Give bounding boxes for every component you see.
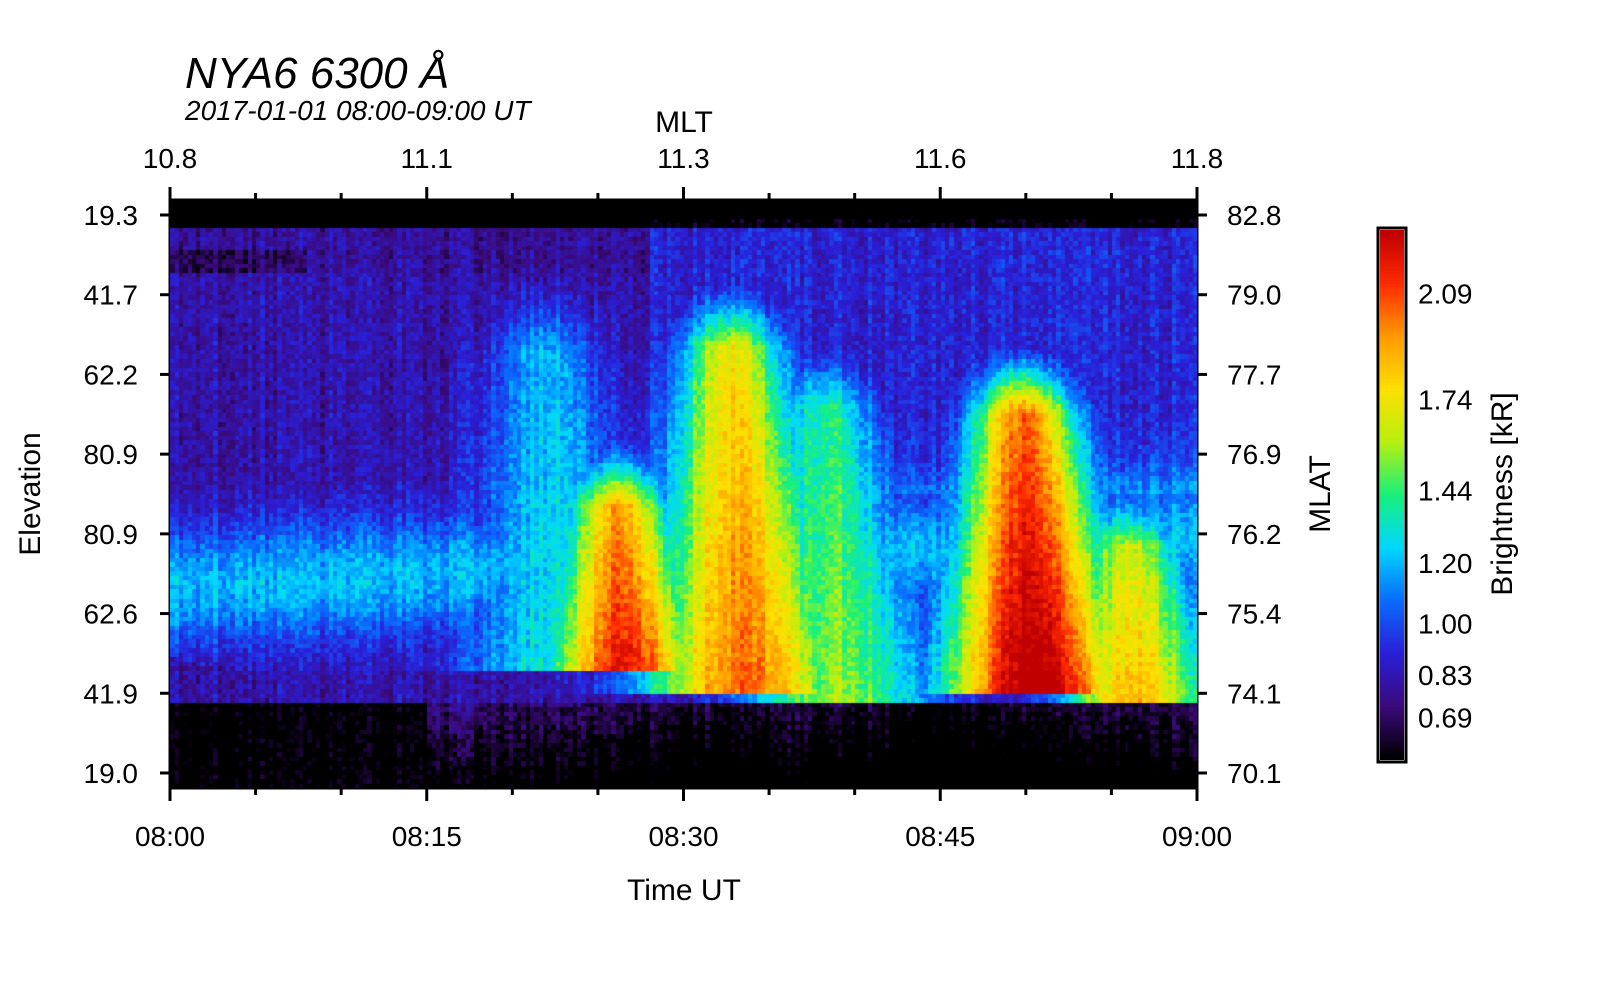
x-tick-label: 09:00: [1162, 821, 1232, 852]
top-tick-label: 11.1: [401, 143, 453, 174]
y-left-tick-label: 80.9: [84, 439, 139, 470]
colorbar-tick-label: 2.09: [1418, 279, 1473, 310]
colorbar-frame: [1376, 226, 1408, 764]
colorbar-tick-label: 0.83: [1418, 660, 1473, 691]
colorbar-tick-label: 1.20: [1418, 548, 1473, 579]
y-right-tick-label: 77.7: [1227, 359, 1282, 390]
colorbar-tick-label: 1.00: [1418, 609, 1473, 640]
y-left-tick-label: 80.9: [84, 519, 139, 550]
y-left-tick-label: 19.3: [84, 200, 139, 231]
x-tick-label: 08:30: [648, 821, 718, 852]
x-tick-label: 08:15: [392, 821, 462, 852]
y-right-tick-label: 76.2: [1227, 519, 1282, 550]
y-right-tick-label: 76.9: [1227, 439, 1282, 470]
y-right-tick-label: 79.0: [1227, 280, 1282, 311]
y-right-tick-label: 70.1: [1227, 758, 1282, 789]
top-tick-label: 11.3: [657, 143, 709, 174]
top-tick-label: 10.8: [143, 143, 198, 174]
y-left-tick-label: 41.9: [84, 678, 139, 709]
colorbar-tick-label: 1.44: [1418, 475, 1473, 506]
colorbar-tick-label: 0.69: [1418, 703, 1473, 734]
y-left-tick-label: 41.7: [84, 280, 139, 311]
colorbar-gradient: [1380, 230, 1404, 760]
top-tick-label: 11.8: [1171, 143, 1223, 174]
y-right-tick-label: 82.8: [1227, 200, 1282, 231]
chart-subtitle: 2017-01-01 08:00-09:00 UT: [184, 95, 532, 126]
heatmap-image: [170, 200, 1197, 788]
y-left-tick-label: 62.6: [84, 599, 139, 630]
colorbar-label: Brightness [kR]: [1486, 392, 1519, 595]
top-tick-label: 11.6: [914, 143, 966, 174]
right-axis-label: MLAT: [1304, 455, 1337, 533]
colorbar-tick-label: 1.74: [1418, 385, 1473, 416]
y-right-tick-label: 74.1: [1227, 678, 1282, 709]
x-axis-label: Time UT: [627, 874, 741, 907]
y-left-tick-label: 62.2: [84, 359, 139, 390]
y-left-tick-label: 19.0: [84, 758, 139, 789]
chart-title: NYA6 6300 Å: [185, 49, 449, 98]
y-right-tick-label: 75.4: [1227, 599, 1282, 630]
x-tick-label: 08:45: [905, 821, 975, 852]
y-axis-label: Elevation: [14, 432, 47, 555]
top-axis-label: MLT: [655, 106, 713, 139]
x-tick-label: 08:00: [135, 821, 205, 852]
